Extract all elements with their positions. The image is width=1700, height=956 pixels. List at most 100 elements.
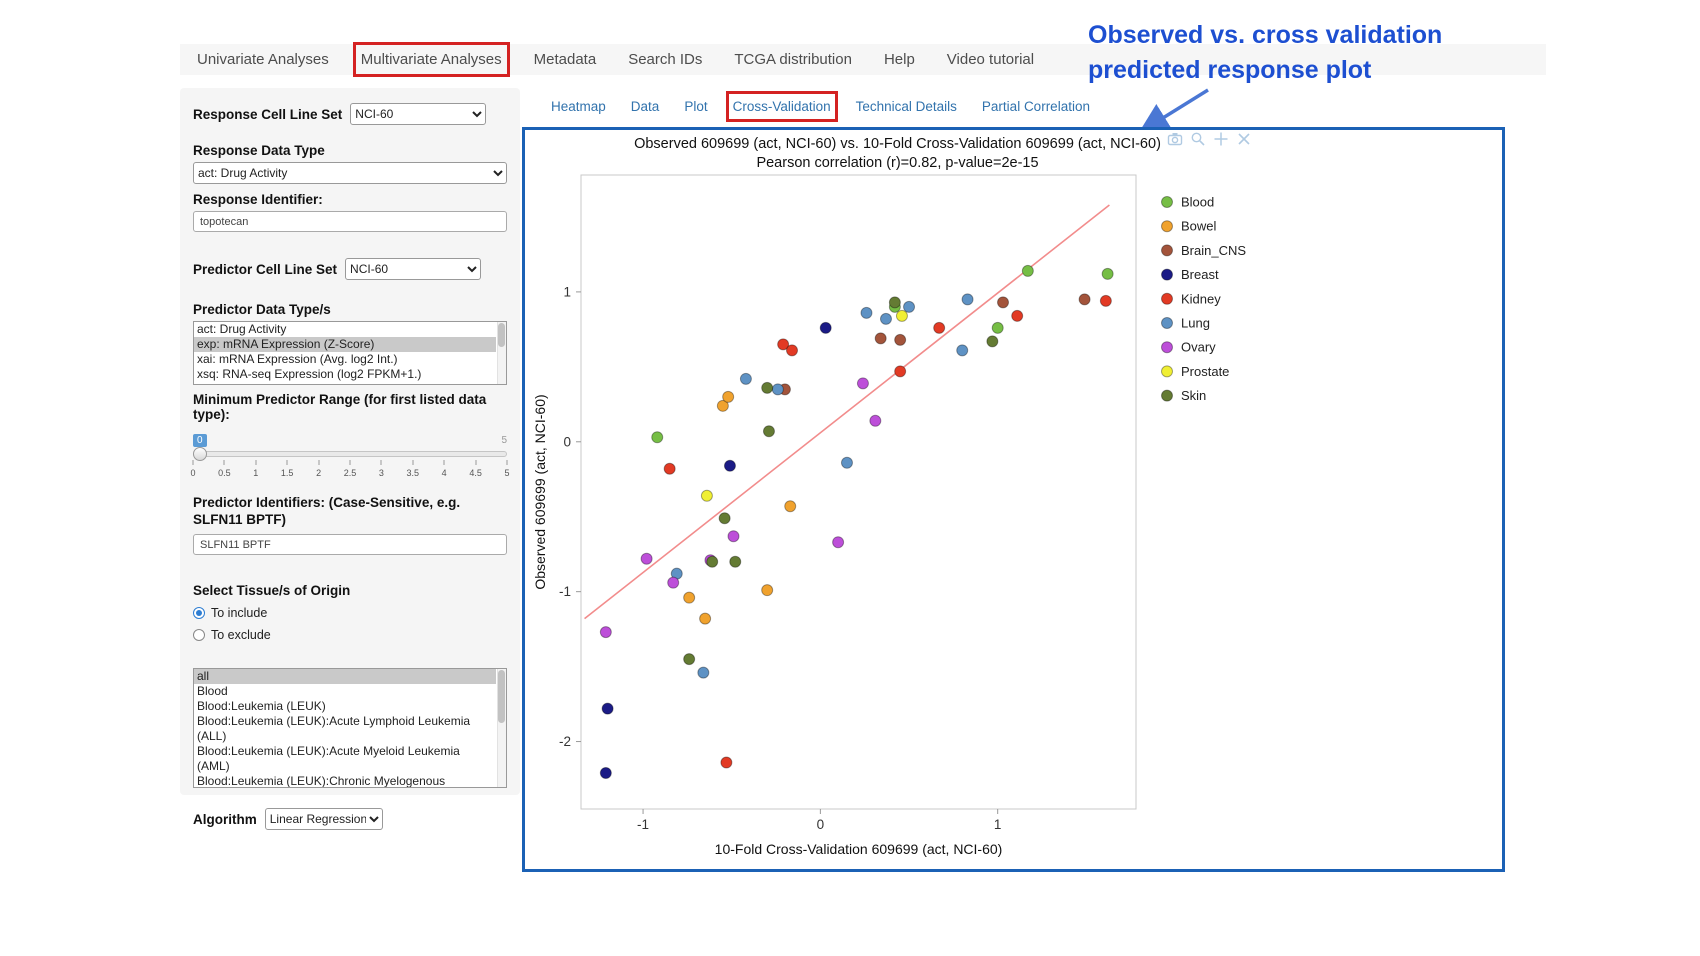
data-point-brain-cns — [894, 333, 907, 346]
top-tab-video-tutorial[interactable]: Video tutorial — [946, 51, 1035, 68]
top-tab-search-ids[interactable]: Search IDs — [628, 51, 703, 68]
data-point-brain-cns — [1078, 293, 1091, 306]
pan-icon[interactable] — [1213, 131, 1229, 147]
slider-handle[interactable] — [193, 447, 207, 461]
radio-to-exclude[interactable]: To exclude — [193, 628, 507, 642]
annotation-line-1: Observed vs. cross validation — [1088, 21, 1443, 49]
zoom-icon[interactable] — [1190, 131, 1206, 147]
data-point-prostate — [700, 489, 713, 502]
data-point-bowel — [699, 612, 712, 625]
data-point-skin — [761, 381, 774, 394]
algorithm-select[interactable]: Linear Regression — [264, 808, 383, 830]
data-point-brain-cns — [997, 296, 1010, 309]
data-point-ovary — [640, 552, 653, 565]
response-cell-line-set-label: Response Cell Line Set — [193, 106, 343, 122]
data-point-kidney — [894, 365, 907, 378]
slider-max-label: 5 — [501, 435, 507, 446]
tissue-option-blood-leukemia-leuk[interactable]: Blood:Leukemia (LEUK) — [197, 699, 326, 713]
sub-tab-partial-correlation[interactable]: Partial Correlation — [981, 99, 1090, 114]
data-point-kidney — [777, 338, 790, 351]
data-point-breast — [601, 702, 614, 715]
data-point-skin — [986, 335, 999, 348]
scrollbar-thumb[interactable] — [498, 670, 505, 724]
response-identifier-label: Response Identifier: — [193, 192, 323, 207]
data-point-lung — [739, 372, 752, 385]
cross-validation-plot-panel: Observed 609699 (act, NCI-60) vs. 10-Fol… — [522, 127, 1505, 872]
legend-swatch-blood — [1161, 196, 1173, 208]
data-point-lung — [771, 383, 784, 396]
min-predictor-range-slider[interactable]: 0 5 0 0.5 1 1.5 2 2.5 3 3.5 4 4.5 5 — [190, 434, 510, 484]
sub-tab-data[interactable]: Data — [630, 99, 660, 114]
data-point-skin — [683, 653, 696, 666]
tissue-option-blood-leukemia-leuk-chronic-myelogenous-[interactable]: Blood:Leukemia (LEUK):Chronic Myelogenou… — [197, 774, 446, 788]
sub-tab-cross-validation[interactable]: Cross-Validation — [725, 91, 838, 122]
predictor-identifiers-label: Predictor Identifiers: (Case-Sensitive, … — [193, 495, 461, 527]
data-point-skin — [718, 512, 731, 525]
tissue-origin-listbox[interactable]: all Blood Blood:Leukemia (LEUK) Blood:Leuke… — [193, 668, 507, 788]
top-tab-tcga-distribution[interactable]: TCGA distribution — [734, 51, 852, 68]
predictor-identifiers-input[interactable] — [193, 534, 507, 555]
predictor-type-option-xsq-rna-seq-expression-log2-fpkm-1[interactable]: xsq: RNA-seq Expression (log2 FPKM+1.) — [197, 367, 422, 381]
predictor-type-option-act-drug-activity[interactable]: act: Drug Activity — [197, 322, 287, 336]
data-point-prostate — [895, 309, 908, 322]
legend-swatch-ovary — [1161, 341, 1173, 354]
plot-frame — [580, 174, 1137, 810]
tissue-option-blood-leukemia-leuk-acute-lymphoid-leuke[interactable]: Blood:Leukemia (LEUK):Acute Lymphoid Leu… — [197, 714, 471, 743]
predictor-type-option-exp-mrna-expression-z-score[interactable]: exp: mRNA Expression (Z-Score) — [194, 337, 496, 352]
sub-tab-heatmap[interactable]: Heatmap — [551, 99, 606, 114]
top-tab-help[interactable]: Help — [883, 51, 915, 68]
scrollbar-thumb[interactable] — [498, 323, 505, 347]
legend-label-brain-cns: Brain_CNS — [1181, 243, 1246, 258]
predictor-cell-line-set-select[interactable]: NCI-60 — [345, 258, 482, 280]
slider-grid: 0 0.5 1 1.5 2 2.5 3 3.5 4 4.5 5 — [190, 460, 510, 482]
y-tick-label: -1 — [559, 584, 571, 599]
response-identifier-input[interactable] — [193, 211, 507, 232]
data-point-lung — [697, 666, 710, 679]
predictor-data-types-listbox[interactable]: act: Drug Activity exp: mRNA Expression (… — [193, 321, 507, 385]
slider-tick-label: 5 — [504, 468, 510, 478]
annotation-line-2: predicted response plot — [1088, 56, 1372, 84]
sub-tab-plot[interactable]: Plot — [684, 99, 708, 114]
radio-exclude-button[interactable] — [193, 629, 205, 641]
tissue-option-blood-leukemia-leuk-acute-myeloid-leukem[interactable]: Blood:Leukemia (LEUK):Acute Myeloid Leuk… — [197, 744, 460, 773]
data-point-bowel — [761, 584, 774, 597]
tissue-option-blood[interactable]: Blood — [197, 684, 228, 698]
y-tick-label: 0 — [563, 434, 571, 449]
data-point-ovary — [832, 536, 845, 549]
legend-swatch-lung — [1161, 317, 1173, 329]
y-axis-label: Observed 609699 (act, NCI-60) — [532, 394, 548, 589]
predictor-cell-line-set-label: Predictor Cell Line Set — [193, 261, 338, 277]
legend-label-blood: Blood — [1181, 195, 1214, 210]
top-tab-metadata[interactable]: Metadata — [533, 51, 597, 68]
x-tick-label: -1 — [637, 817, 649, 832]
top-tab-univariate-analyses[interactable]: Univariate Analyses — [197, 51, 329, 68]
slider-tick-label: 1.5 — [280, 468, 294, 478]
data-point-blood — [1021, 264, 1034, 277]
data-point-skin — [762, 425, 775, 438]
legend-swatch-bowel — [1161, 220, 1173, 233]
legend-swatch-brain-cns — [1161, 244, 1173, 257]
data-point-lung — [961, 293, 974, 306]
sub-tab-technical-details[interactable]: Technical Details — [855, 99, 957, 114]
radio-to-include[interactable]: To include — [193, 606, 507, 620]
response-data-type-select[interactable]: act: Drug Activity — [193, 162, 507, 184]
tissue-option-all[interactable]: all — [194, 669, 496, 684]
data-point-ovary — [869, 414, 882, 427]
data-point-skin — [888, 296, 901, 309]
x-axis-label: 10-Fold Cross-Validation 609699 (act, NC… — [715, 841, 1003, 857]
radio-include-button[interactable] — [193, 607, 205, 619]
camera-icon[interactable] — [1167, 131, 1183, 147]
data-point-lung — [903, 300, 916, 313]
response-cell-line-set-select[interactable]: NCI-60 — [350, 103, 487, 125]
close-icon[interactable] — [1236, 131, 1252, 147]
legend-swatch-breast — [1161, 268, 1173, 281]
scrollbar[interactable] — [497, 669, 506, 787]
slider-track[interactable] — [193, 447, 507, 461]
top-tab-multivariate-analyses[interactable]: Multivariate Analyses — [352, 42, 510, 77]
data-point-blood — [991, 321, 1004, 334]
legend-label-kidney: Kidney — [1181, 291, 1221, 306]
y-tick-label: 1 — [563, 284, 571, 299]
legend-swatch-prostate — [1161, 365, 1173, 378]
predictor-type-option-xai-mrna-expression-avg-log2-int[interactable]: xai: mRNA Expression (Avg. log2 Int.) — [197, 352, 398, 366]
scrollbar[interactable] — [497, 322, 506, 384]
